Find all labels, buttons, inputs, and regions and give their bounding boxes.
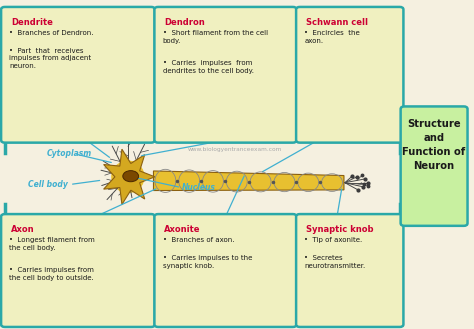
Text: Axonite: Axonite xyxy=(164,225,201,234)
Polygon shape xyxy=(104,149,155,205)
Text: •  Part  that  receives
impulses from adjacent
neuron.: • Part that receives impulses from adjac… xyxy=(9,48,91,69)
Text: •  Branches of Dendron.: • Branches of Dendron. xyxy=(9,30,94,36)
Text: •  Tip of axonite.: • Tip of axonite. xyxy=(304,237,363,243)
Circle shape xyxy=(123,171,138,182)
Polygon shape xyxy=(154,171,344,190)
Text: Dendron: Dendron xyxy=(164,18,205,27)
Text: Axon: Axon xyxy=(11,225,35,234)
Text: Dendrite: Dendrite xyxy=(11,18,53,27)
FancyBboxPatch shape xyxy=(1,214,155,327)
Text: Nucleus: Nucleus xyxy=(182,183,215,192)
FancyBboxPatch shape xyxy=(1,7,155,143)
Text: •  Carries impulses to the
synaptic knob.: • Carries impulses to the synaptic knob. xyxy=(163,255,252,268)
Text: www.biologyentranceexam.com: www.biologyentranceexam.com xyxy=(188,147,282,152)
FancyBboxPatch shape xyxy=(401,107,467,226)
Text: •  Longest filament from
the cell body.: • Longest filament from the cell body. xyxy=(9,237,95,251)
FancyBboxPatch shape xyxy=(155,7,297,143)
Text: Cell body: Cell body xyxy=(28,180,68,189)
Text: Cytoplasm: Cytoplasm xyxy=(46,149,92,158)
FancyBboxPatch shape xyxy=(296,214,403,327)
Text: Synaptic knob: Synaptic knob xyxy=(306,225,374,234)
FancyBboxPatch shape xyxy=(296,7,403,143)
Text: •  Carries impulses from
the cell body to outside.: • Carries impulses from the cell body to… xyxy=(9,267,94,281)
Text: •  Carries  impulses  from
dendrites to the cell body.: • Carries impulses from dendrites to the… xyxy=(163,60,254,74)
Text: •  Encircles  the
axon.: • Encircles the axon. xyxy=(304,30,360,43)
Text: •  Short filament from the cell
body.: • Short filament from the cell body. xyxy=(163,30,268,43)
Text: •  Secretes
neurotransmitter.: • Secretes neurotransmitter. xyxy=(304,255,366,268)
FancyBboxPatch shape xyxy=(155,214,297,327)
Text: Structure
and
Function of
Neuron: Structure and Function of Neuron xyxy=(402,119,466,171)
Text: Schwann cell: Schwann cell xyxy=(306,18,368,27)
Ellipse shape xyxy=(111,161,145,193)
Text: •  Branches of axon.: • Branches of axon. xyxy=(163,237,234,243)
